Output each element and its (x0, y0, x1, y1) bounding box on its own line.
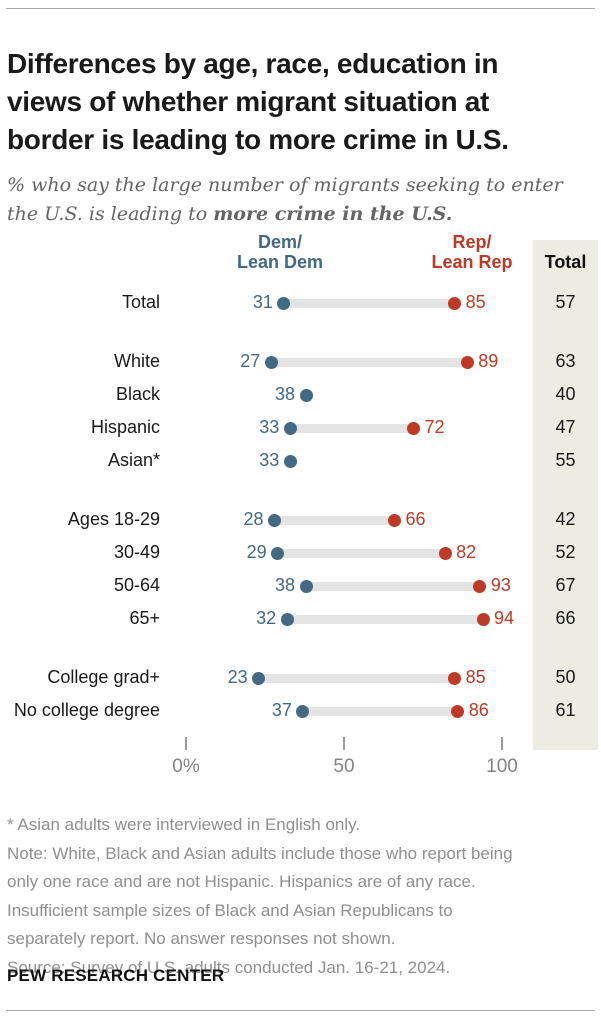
dem-value: 23 (227, 667, 248, 687)
dem-dot (283, 454, 297, 468)
total-value: 66 (555, 608, 576, 628)
total-value: 40 (555, 384, 576, 404)
rep-dot (438, 546, 452, 560)
axis-tick-label: 50 (333, 756, 355, 777)
total-value: 42 (555, 509, 576, 529)
rep-dot (473, 579, 487, 593)
rep-value: 85 (465, 292, 486, 312)
dumbbell-bar (274, 515, 395, 525)
dem-dot (299, 579, 313, 593)
subtitle-line1: % who say the large number of migrants s… (7, 174, 563, 196)
dumbbell-bar (258, 673, 455, 683)
total-value: 57 (555, 292, 576, 312)
dem-value: 33 (259, 450, 280, 470)
rep-dot (451, 704, 465, 718)
axis-tick (343, 737, 345, 750)
rep-value: 94 (494, 608, 515, 628)
dem-dot (267, 513, 281, 527)
col-header-dem: Dem/ Lean Dem (236, 232, 324, 272)
rep-value: 66 (405, 509, 426, 529)
dem-dot (264, 355, 278, 369)
axis-tick (185, 737, 187, 750)
row-label: College grad+ (47, 667, 160, 687)
dem-value: 28 (243, 509, 264, 529)
total-value: 55 (555, 450, 576, 470)
brand: PEW RESEARCH CENTER (7, 966, 225, 985)
dumbbell-bar (306, 581, 480, 591)
dem-value: 38 (275, 575, 296, 595)
rep-value: 89 (478, 351, 499, 371)
dem-value: 29 (246, 542, 267, 562)
dem-value: 31 (252, 292, 273, 312)
total-value: 52 (555, 542, 576, 562)
row-label: 65+ (129, 608, 160, 628)
total-column-background (533, 240, 598, 750)
dem-value: 27 (240, 351, 261, 371)
total-value: 67 (555, 575, 576, 595)
total-value: 47 (555, 417, 576, 437)
dumbbell-bar (287, 614, 484, 624)
rep-dot (448, 671, 462, 685)
row-label: Asian* (107, 450, 160, 470)
row-label: Ages 18-29 (67, 509, 160, 529)
dem-value: 32 (256, 608, 277, 628)
rep-value: 72 (424, 417, 445, 437)
dem-value: 37 (271, 700, 292, 720)
rep-value: 85 (465, 667, 486, 687)
col-header-rep: Rep/ Lean Rep (431, 232, 513, 272)
rep-dot (476, 612, 490, 626)
dem-dot (277, 296, 291, 310)
rep-dot (448, 296, 462, 310)
rep-value: 93 (490, 575, 511, 595)
dem-dot (280, 612, 294, 626)
total-value: 50 (555, 667, 576, 687)
axis-tick (501, 737, 503, 750)
dem-value: 38 (275, 384, 296, 404)
dem-value: 33 (259, 417, 280, 437)
row-label: 30-49 (113, 542, 160, 562)
page-title: Differences by age, race, education in v… (7, 47, 509, 155)
rep-dot (388, 513, 402, 527)
chart-subtitle: % who say the large number of migrants s… (7, 171, 599, 229)
row-label: White (113, 351, 160, 371)
dumbbell-bar (283, 298, 455, 308)
dumbbell-bar (271, 357, 468, 367)
row-label: 50-64 (113, 575, 160, 595)
rep-dot (460, 355, 474, 369)
top-rule (6, 8, 595, 9)
footnotes: * Asian adults were interviewed in Engli… (7, 815, 513, 977)
row-label: No college degree (13, 700, 160, 720)
dumbbell-bar (302, 706, 458, 716)
axis-tick-label: 100 (486, 756, 518, 777)
dem-dot (296, 704, 310, 718)
rep-dot (407, 421, 421, 435)
dem-dot (283, 421, 297, 435)
dem-dot (252, 671, 266, 685)
dem-dot (299, 388, 313, 402)
row-label: Black (115, 384, 160, 404)
dumbbell-bar (277, 548, 446, 558)
subtitle-line2-prefix: the U.S. is leading to (7, 203, 214, 225)
total-value: 63 (555, 351, 576, 371)
dumbbell-bar (290, 423, 414, 433)
rep-value: 86 (468, 700, 489, 720)
row-label: Hispanic (90, 417, 160, 437)
bottom-rule (6, 1010, 595, 1011)
rep-value: 82 (456, 542, 477, 562)
subtitle-bold-phrase: more crime in the U.S. (213, 203, 453, 225)
dumbbell-chart: Dem/ Lean Dem Rep/ Lean Rep Total Total 8… (0, 230, 601, 790)
row-label: Total (121, 292, 160, 312)
col-header-total: Total (544, 252, 587, 272)
axis-tick-label: 0% (172, 756, 200, 777)
total-value: 61 (555, 700, 576, 720)
dem-dot (271, 546, 285, 560)
